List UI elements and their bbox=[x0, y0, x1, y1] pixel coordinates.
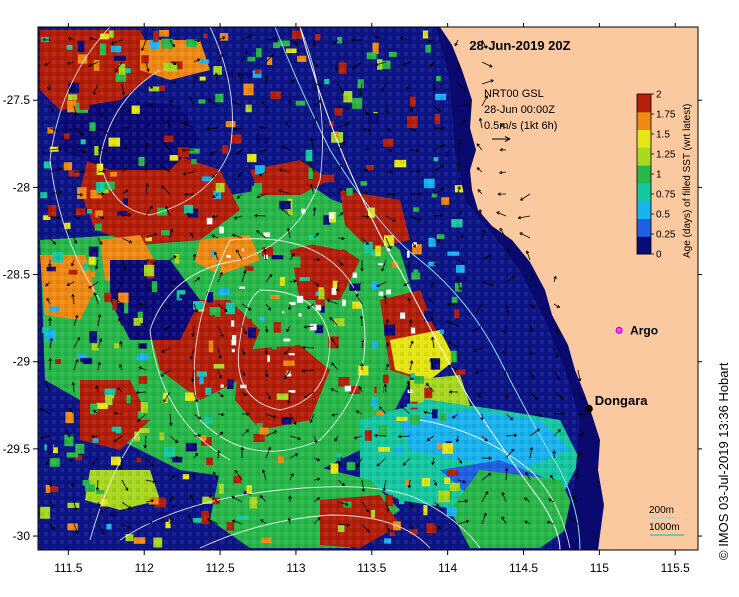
isobath-legend-200: 200m bbox=[649, 505, 674, 516]
y-tick-label: -28 bbox=[13, 180, 31, 194]
y-tick-label: -29.5 bbox=[3, 442, 31, 456]
colorbar-tick-label: 0.25 bbox=[656, 230, 676, 241]
colorbar-tick-label: 1.5 bbox=[656, 130, 670, 141]
colorbar-segment bbox=[637, 183, 651, 201]
x-tick-label: 114.5 bbox=[509, 561, 538, 575]
argo-float-marker bbox=[616, 327, 622, 333]
y-tick-label: -27.5 bbox=[3, 93, 31, 107]
legend-vector-scale: 0.5m/s (1kt 6h) bbox=[484, 120, 557, 132]
x-tick-label: 113.5 bbox=[357, 561, 386, 575]
legend-time: 28-Jun 00:00Z bbox=[484, 104, 555, 116]
colorbar-segment bbox=[637, 165, 651, 183]
current-vector bbox=[362, 316, 363, 326]
map-title: 28-Jun-2019 20Z bbox=[469, 38, 570, 53]
argo-label: Argo bbox=[630, 323, 658, 337]
dongara-marker bbox=[585, 405, 593, 413]
y-tick-label: -28.5 bbox=[3, 268, 31, 282]
colorbar-label: Age (days) of filled SST (wrt latest) bbox=[682, 104, 693, 258]
legend-product: NRT00 GSL bbox=[484, 88, 544, 100]
colorbar-tick-label: 2 bbox=[656, 90, 662, 101]
colorbar-segment bbox=[637, 236, 651, 254]
x-tick-label: 115 bbox=[590, 561, 609, 575]
colorbar-tick-label: 0.5 bbox=[656, 210, 670, 221]
colorbar-tick-label: 0 bbox=[656, 250, 662, 261]
isobath-legend-1000: 1000m bbox=[649, 522, 680, 533]
colorbar-segment bbox=[637, 130, 651, 148]
colorbar-tick-label: 1 bbox=[656, 170, 662, 181]
colorbar-tick-label: 1.25 bbox=[656, 150, 676, 161]
colorbar-segment bbox=[637, 94, 651, 112]
credit-text: © IMOS 03-Jul-2019 13:36 Hobart bbox=[716, 363, 731, 560]
x-tick-label: 114 bbox=[438, 561, 457, 575]
colorbar-segment bbox=[637, 218, 651, 236]
y-tick-label: -30 bbox=[13, 529, 31, 543]
dongara-label: Dongara bbox=[595, 393, 649, 408]
colorbar-segment bbox=[637, 201, 651, 219]
x-tick-label: 113 bbox=[286, 561, 305, 575]
x-tick-label: 112 bbox=[135, 561, 154, 575]
y-tick-label: -29 bbox=[13, 355, 31, 369]
colorbar-tick-label: 1.75 bbox=[656, 110, 676, 121]
x-tick-label: 111.5 bbox=[54, 561, 83, 575]
colorbar-segment bbox=[637, 147, 651, 165]
x-tick-label: 112.5 bbox=[205, 561, 234, 575]
x-tick-label: 115.5 bbox=[661, 561, 690, 575]
colorbar-segment bbox=[637, 112, 651, 130]
colorbar-tick-label: 0.75 bbox=[656, 190, 676, 201]
map-plot-area bbox=[38, 27, 698, 550]
